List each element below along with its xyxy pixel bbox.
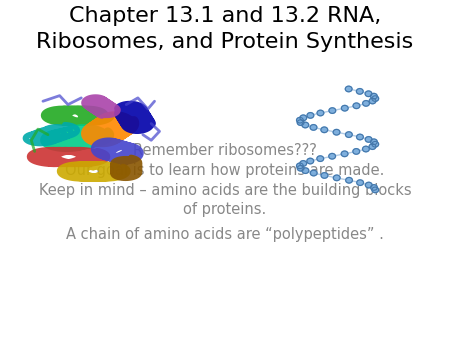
Circle shape [321, 173, 328, 178]
Circle shape [345, 86, 352, 92]
Circle shape [297, 163, 303, 169]
Circle shape [297, 117, 303, 123]
Circle shape [365, 182, 372, 188]
Circle shape [297, 120, 304, 125]
Circle shape [365, 137, 372, 142]
Circle shape [372, 96, 378, 101]
Circle shape [346, 177, 352, 183]
Circle shape [342, 105, 348, 111]
Circle shape [363, 146, 369, 152]
Circle shape [357, 180, 364, 186]
Text: Our goal is to learn how proteins are made.: Our goal is to learn how proteins are ma… [65, 163, 385, 178]
Circle shape [372, 187, 378, 193]
Circle shape [341, 151, 348, 156]
Circle shape [329, 108, 336, 113]
Circle shape [369, 144, 376, 149]
Circle shape [310, 170, 317, 176]
Circle shape [370, 93, 377, 99]
Text: Remember ribosomes???: Remember ribosomes??? [133, 143, 317, 158]
Circle shape [307, 158, 314, 164]
Circle shape [333, 175, 340, 180]
Circle shape [371, 185, 378, 190]
Circle shape [356, 134, 363, 140]
Text: A chain of amino acids are “polypeptides” .: A chain of amino acids are “polypeptides… [66, 227, 384, 242]
Circle shape [365, 91, 372, 97]
Circle shape [372, 141, 378, 147]
Circle shape [300, 115, 307, 121]
Circle shape [363, 101, 369, 106]
Circle shape [317, 110, 324, 116]
Circle shape [329, 153, 336, 159]
Circle shape [300, 161, 306, 166]
Circle shape [310, 125, 317, 130]
Circle shape [302, 168, 309, 173]
Circle shape [346, 132, 352, 137]
Circle shape [369, 98, 376, 104]
Circle shape [302, 122, 309, 128]
Circle shape [317, 156, 324, 162]
Text: Keep in mind – amino acids are the building blocks
of proteins.: Keep in mind – amino acids are the build… [39, 183, 411, 217]
Circle shape [297, 166, 304, 171]
Circle shape [307, 113, 314, 118]
Text: Chapter 13.1 and 13.2 RNA,
Ribosomes, and Protein Synthesis: Chapter 13.1 and 13.2 RNA, Ribosomes, an… [36, 6, 414, 52]
Circle shape [321, 127, 328, 132]
Circle shape [353, 103, 360, 108]
Circle shape [333, 129, 340, 135]
Circle shape [356, 89, 363, 94]
Circle shape [370, 139, 377, 145]
Circle shape [353, 149, 360, 154]
